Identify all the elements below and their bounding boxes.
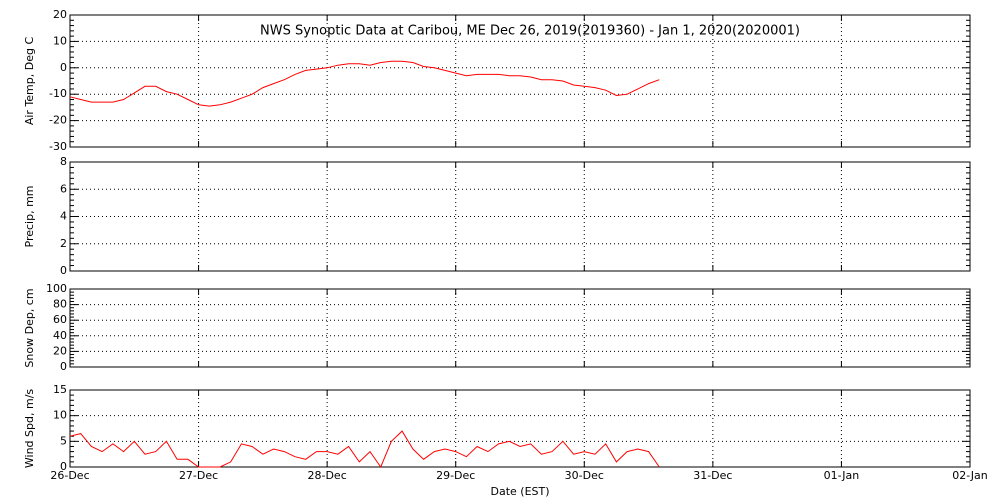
x-tick-label: 27-Dec (179, 469, 218, 482)
y-tick-label: 0 (60, 264, 67, 277)
y-tick-label: 20 (53, 344, 67, 357)
x-tick-label: 02-Jan (952, 469, 988, 482)
x-tick-label: 28-Dec (308, 469, 347, 482)
x-tick-label: 01-Jan (824, 469, 860, 482)
y-tick-label: 15 (53, 383, 67, 396)
plot-frame (69, 14, 971, 148)
y-tick-label: 8 (60, 155, 67, 168)
chart-title: NWS Synoptic Data at Caribou, ME Dec 26,… (260, 24, 800, 39)
y-tick-label: 80 (53, 298, 67, 311)
y-tick-label: -10 (49, 87, 67, 100)
x-axis-label: Date (EST) (490, 485, 549, 498)
x-tick-label: 31-Dec (693, 469, 732, 482)
data-line (69, 60, 660, 107)
y-tick-label: 5 (60, 434, 67, 447)
y-axis-label: Precip, mm (23, 186, 36, 248)
y-tick-label: -30 (49, 140, 67, 153)
x-tick-label: 29-Dec (436, 469, 475, 482)
y-axis-label: Snow Dep, cm (23, 288, 36, 367)
y-tick-label: 6 (60, 182, 67, 195)
y-tick-label: 0 (60, 460, 67, 473)
plot-frame (69, 288, 971, 368)
y-tick-label: -20 (49, 114, 67, 127)
plot-frame (69, 389, 971, 468)
y-axis-label: Wind Spd, m/s (23, 389, 36, 469)
y-tick-label: 2 (60, 237, 67, 250)
x-tick-label: 30-Dec (565, 469, 604, 482)
data-line (69, 430, 660, 469)
y-tick-label: 0 (60, 61, 67, 74)
y-tick-label: 20 (53, 8, 67, 21)
y-axis-label: Air Temp, Deg C (23, 37, 36, 126)
y-tick-label: 10 (53, 409, 67, 422)
y-tick-label: 0 (60, 360, 67, 373)
y-tick-label: 40 (53, 329, 67, 342)
y-tick-label: 100 (46, 282, 67, 295)
y-tick-label: 4 (60, 210, 67, 223)
x-tick-label: 26-Dec (50, 469, 89, 482)
y-tick-label: 60 (53, 313, 67, 326)
y-tick-label: 10 (53, 34, 67, 47)
